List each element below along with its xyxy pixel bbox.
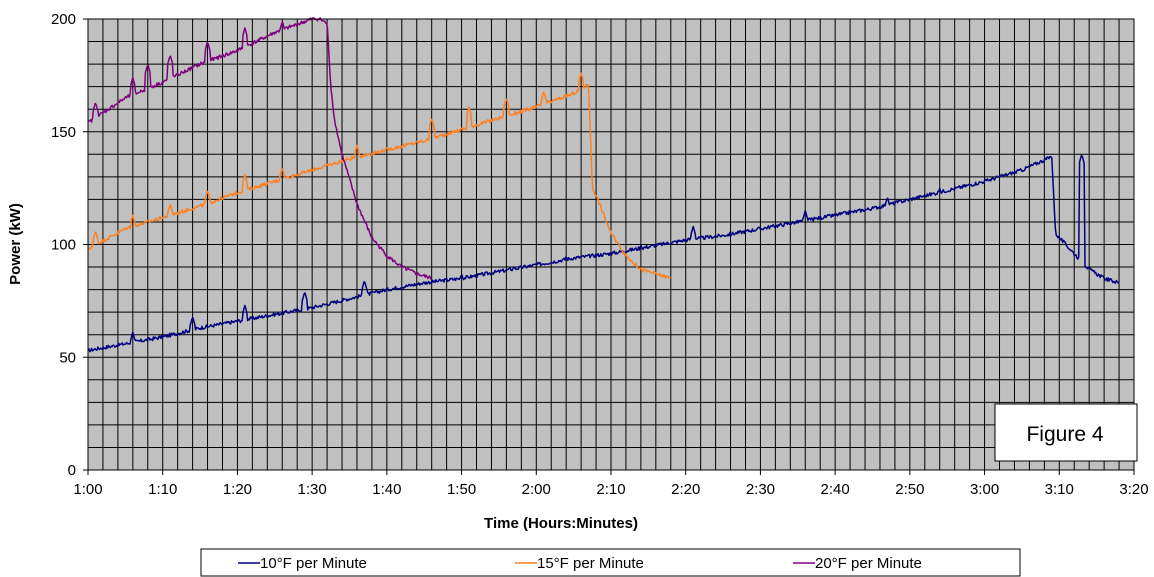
series-line [87, 72, 672, 280]
y-tick-label: 200 [51, 11, 76, 28]
figure-annotation: Figure 4 [994, 403, 1138, 462]
y-tick-label: 100 [51, 237, 76, 254]
x-tick-label: 2:20 [671, 481, 700, 498]
legend-label: 10°F per Minute [260, 555, 367, 572]
legend-items: 10°F per Minute 15°F per Minute 20°F per M… [238, 555, 922, 572]
x-tick-label: 2:30 [746, 481, 775, 498]
x-tick-label: 1:00 [73, 481, 102, 498]
x-tick-label: 1:10 [148, 481, 177, 498]
x-tick-label: 1:20 [223, 481, 252, 498]
legend-label: 15°F per Minute [537, 555, 644, 572]
x-tick-labels: 1:00 1:10 1:20 1:30 1:40 1:50 2:00 2:10 2:20 2:30… [73, 470, 1149, 498]
y-tick-label: 50 [59, 349, 76, 366]
x-tick-label: 1:40 [372, 481, 401, 498]
figure-annotation-box [994, 403, 1138, 462]
legend: 10°F per Minute 15°F per Minute 20°F per M… [200, 548, 1021, 577]
y-tick-label: 0 [68, 462, 76, 479]
x-tick-label: 2:50 [895, 481, 924, 498]
x-tick-label: 1:30 [298, 481, 327, 498]
x-tick-label: 1:50 [447, 481, 476, 498]
x-axis-title: Time (Hours:Minutes) [484, 515, 638, 532]
figure-annotation-label: Figure 4 [1026, 423, 1103, 446]
series-line [88, 17, 432, 280]
gridlines [87, 18, 1135, 471]
x-tick-label: 2:10 [596, 481, 625, 498]
y-axis-title: Power (kW) [7, 203, 24, 285]
x-tick-label: 3:00 [970, 481, 999, 498]
legend-label: 20°F per Minute [815, 555, 922, 572]
series-line [87, 154, 1120, 353]
y-tick-label: 150 [51, 124, 76, 141]
x-tick-label: 3:10 [1045, 481, 1074, 498]
x-tick-label: 2:00 [522, 481, 551, 498]
y-tick-labels: 0 50 100 150 200 [51, 11, 88, 479]
x-tick-label: 2:40 [821, 481, 850, 498]
series-layer [87, 17, 1120, 353]
x-tick-label: 3:20 [1119, 481, 1148, 498]
legend-box [200, 548, 1021, 577]
